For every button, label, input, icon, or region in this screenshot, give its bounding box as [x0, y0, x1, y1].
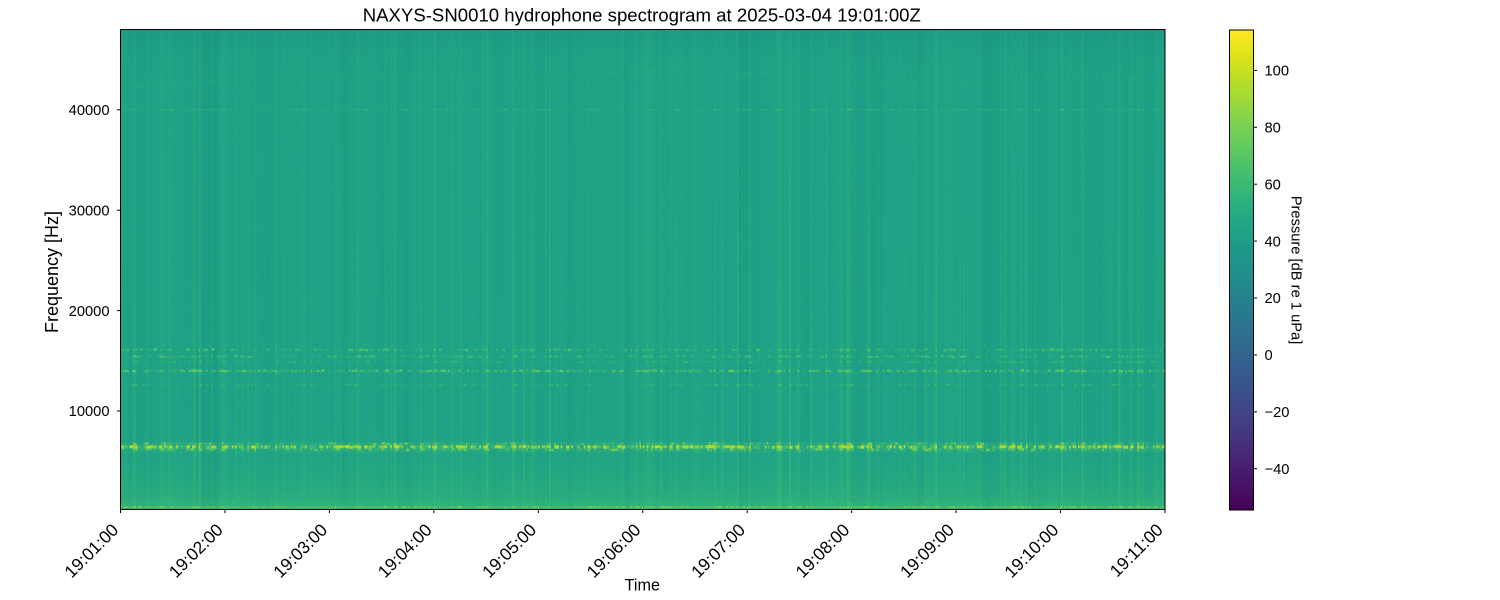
svg-text:Frequency [Hz]: Frequency [Hz]: [42, 211, 62, 333]
svg-text:20000: 20000: [69, 304, 110, 320]
svg-text:−20: −20: [1265, 405, 1290, 421]
svg-text:40000: 40000: [69, 103, 110, 119]
svg-text:100: 100: [1265, 64, 1290, 80]
svg-text:Time: Time: [625, 576, 660, 594]
svg-text:0: 0: [1265, 348, 1273, 364]
svg-text:60: 60: [1265, 177, 1281, 193]
svg-text:30000: 30000: [69, 203, 110, 219]
svg-text:20: 20: [1265, 291, 1281, 307]
svg-text:80: 80: [1265, 121, 1281, 137]
svg-text:40: 40: [1265, 234, 1281, 250]
svg-text:−40: −40: [1265, 462, 1290, 478]
svg-text:Pressure [dB re 1 uPa]: Pressure [dB re 1 uPa]: [1288, 196, 1304, 345]
svg-text:NAXYS-SN0010 hydrophone spectr: NAXYS-SN0010 hydrophone spectrogram at 2…: [363, 5, 921, 26]
svg-text:10000: 10000: [69, 404, 110, 420]
